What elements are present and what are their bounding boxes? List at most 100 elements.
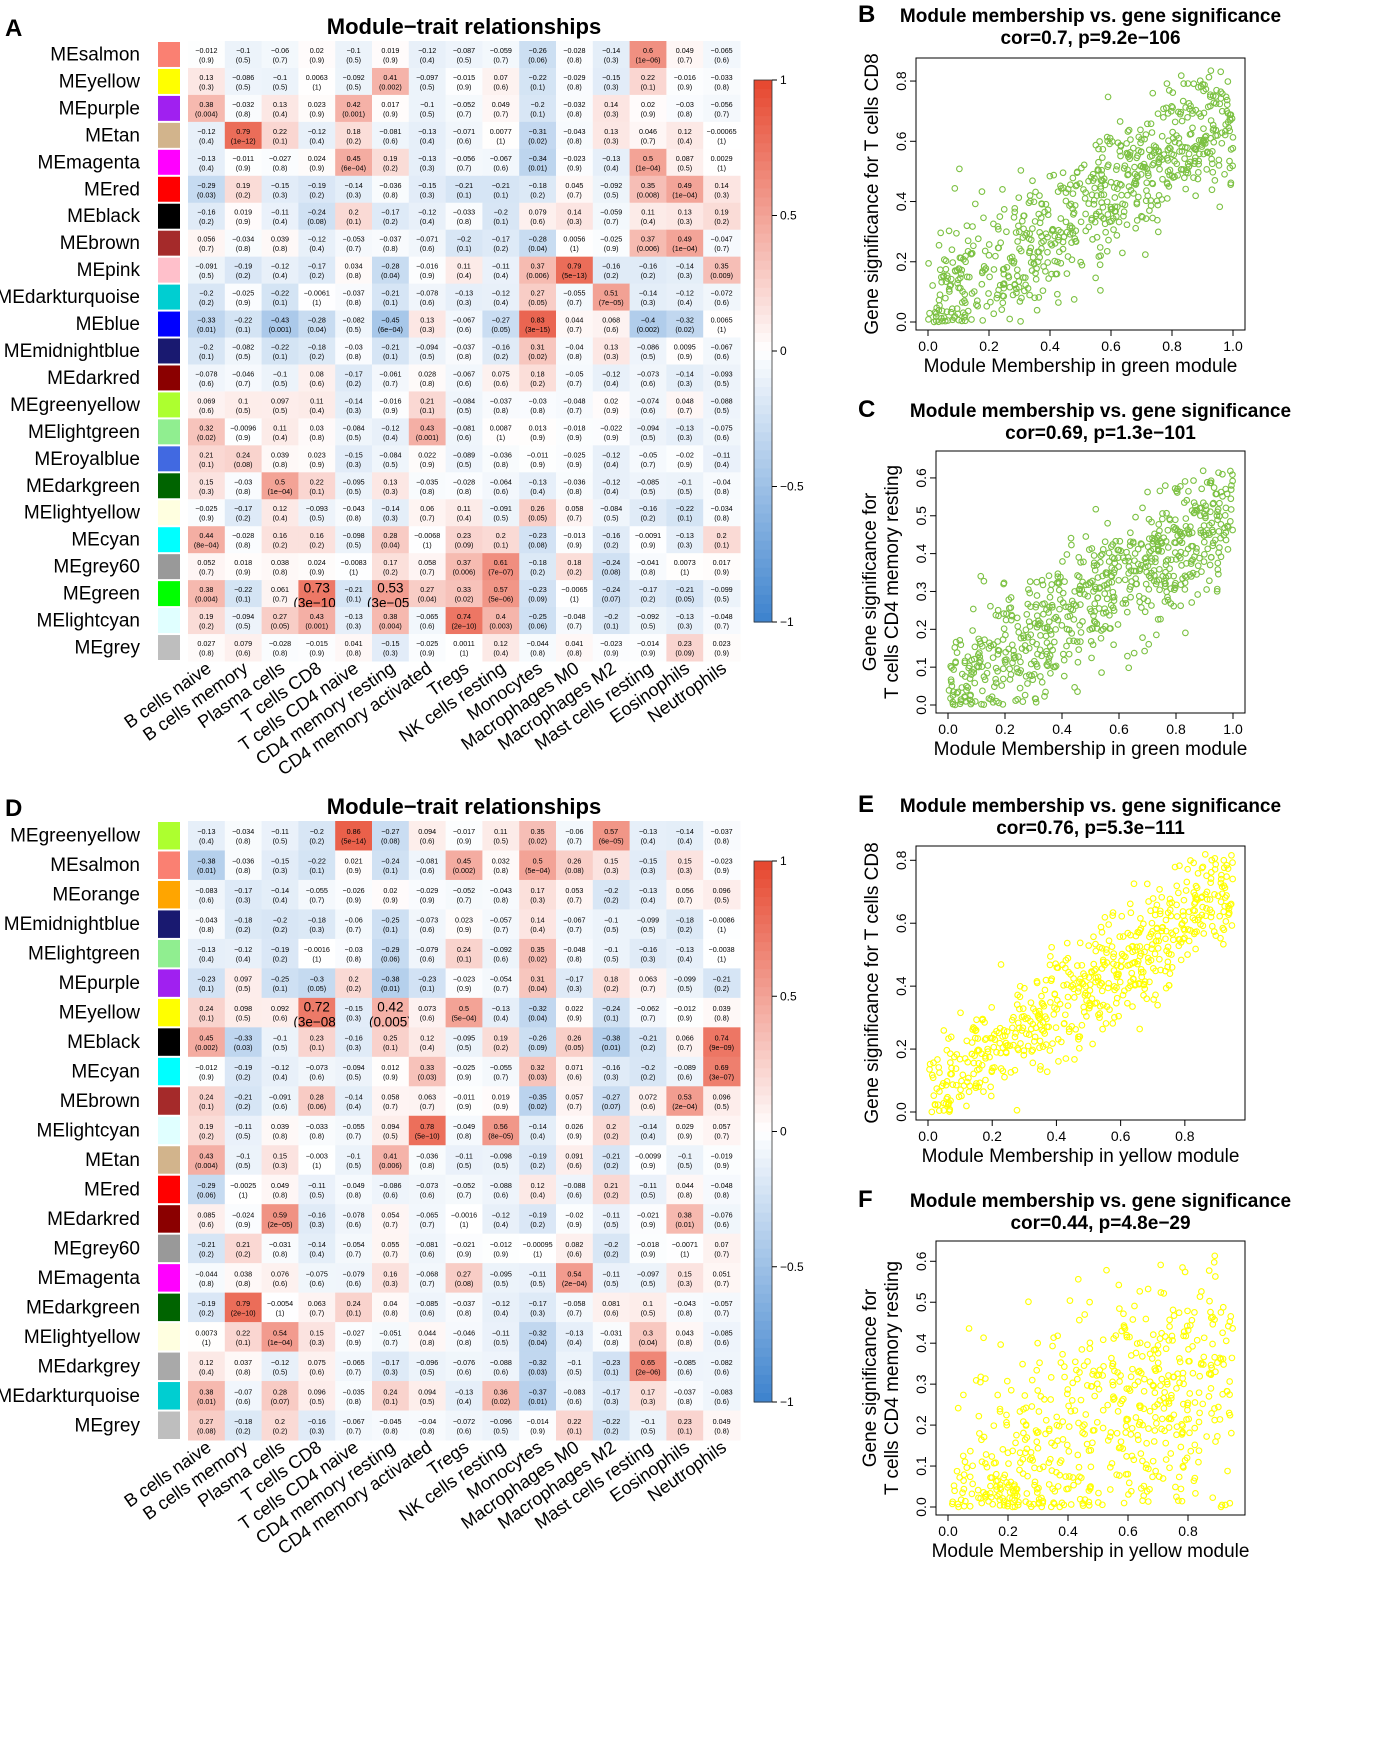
cell-pvalue: (1e−04) bbox=[268, 1338, 293, 1347]
scatter-point bbox=[978, 280, 986, 288]
scatter-point bbox=[1085, 1501, 1093, 1509]
scatter-point bbox=[941, 317, 949, 325]
heatmap-cell bbox=[445, 634, 483, 662]
cell-pvalue: (0.9) bbox=[677, 82, 692, 91]
scatter-point bbox=[1156, 955, 1163, 963]
cell-value: −0.061 bbox=[379, 369, 401, 378]
heatmap-cell bbox=[335, 337, 373, 365]
heatmap-cell bbox=[666, 1115, 704, 1146]
row-color-swatch bbox=[158, 910, 180, 938]
scatter-point bbox=[1220, 856, 1228, 864]
cell-pvalue: (0.5) bbox=[714, 595, 729, 604]
heatmap-cell bbox=[408, 364, 447, 392]
heatmap-cell bbox=[445, 938, 483, 969]
legend-color-step bbox=[754, 1284, 772, 1295]
heatmap-cell bbox=[629, 337, 667, 365]
row-label-medarkred: MEdarkred bbox=[47, 368, 140, 389]
legend-color-step bbox=[754, 549, 772, 560]
cell-value: 0.19 bbox=[236, 181, 250, 190]
heatmap-cell bbox=[592, 1027, 631, 1058]
scatter-point bbox=[996, 1405, 1004, 1413]
scatter-point bbox=[1109, 1020, 1117, 1027]
scatter-point bbox=[1017, 634, 1025, 642]
scatter-point bbox=[1053, 270, 1061, 278]
cell-pvalue: (0.9) bbox=[457, 1073, 472, 1082]
cell-pvalue: (0.001) bbox=[416, 433, 439, 442]
heatmap-cell bbox=[372, 968, 410, 999]
heatmap-cell bbox=[372, 879, 410, 910]
heatmap-cell bbox=[188, 1174, 226, 1205]
cell-value: −0.058 bbox=[563, 1299, 585, 1308]
scatter-b-svg: B Module membership vs. gene significance… bbox=[858, 1, 1281, 377]
cell-value: 0.023 bbox=[308, 100, 326, 109]
scatter-point bbox=[1170, 1411, 1178, 1419]
scatter-point bbox=[1168, 1391, 1175, 1399]
scatter-point bbox=[1120, 208, 1128, 216]
scatter-point bbox=[1211, 891, 1218, 898]
scatter-point bbox=[1075, 1044, 1083, 1052]
y-tick-label: 0.2 bbox=[913, 619, 929, 639]
scatter-point bbox=[1125, 563, 1133, 571]
cell-pvalue: (0.8) bbox=[567, 955, 582, 964]
scatter-point bbox=[1059, 245, 1067, 253]
scatter-point bbox=[1022, 672, 1030, 680]
row-color-swatch bbox=[158, 122, 180, 148]
cell-value: 0.019 bbox=[492, 1093, 510, 1102]
scatter-point bbox=[1187, 573, 1195, 580]
scatter-point bbox=[1040, 263, 1047, 270]
legend-color-step bbox=[754, 396, 772, 406]
cell-pvalue: (0.8) bbox=[199, 1279, 214, 1288]
scatter-point bbox=[969, 223, 976, 230]
scatter-point bbox=[1136, 1287, 1144, 1295]
scatter-point bbox=[1140, 981, 1148, 989]
cell-value: −0.28 bbox=[381, 262, 399, 271]
cell-pvalue: (0.1) bbox=[236, 325, 251, 334]
cell-pvalue: (0.9) bbox=[677, 460, 692, 469]
scatter-point bbox=[1070, 296, 1078, 303]
scatter-point bbox=[971, 1034, 979, 1042]
scatter-point bbox=[1039, 581, 1047, 589]
heatmap-cell bbox=[666, 879, 704, 910]
scatter-point bbox=[948, 682, 956, 690]
cell-pvalue: (0.7) bbox=[420, 1220, 435, 1229]
cell-value: 0.11 bbox=[457, 262, 470, 271]
scatter-point bbox=[946, 1059, 954, 1066]
x-tick-label: 0.8 bbox=[1175, 1128, 1195, 1144]
scatter-point bbox=[1126, 586, 1134, 593]
row-label-mesalmon: MEsalmon bbox=[50, 44, 140, 65]
cell-value: −0.055 bbox=[343, 1122, 365, 1131]
scatter-point bbox=[1139, 213, 1146, 221]
heatmap-cell bbox=[261, 418, 299, 446]
scatter-point bbox=[1025, 586, 1032, 593]
heatmap-cell bbox=[188, 283, 226, 312]
scatter-point bbox=[1056, 596, 1064, 603]
legend-color-step bbox=[754, 125, 772, 135]
scatter-point bbox=[1222, 127, 1229, 135]
heatmap-cell bbox=[629, 364, 667, 392]
heatmap-cell bbox=[482, 580, 520, 608]
scatter-point bbox=[996, 1496, 1004, 1504]
scatter-point bbox=[1192, 192, 1199, 200]
row-color-swatch bbox=[158, 998, 180, 1027]
scatter-point bbox=[1200, 538, 1208, 546]
heatmap-cell bbox=[408, 283, 447, 312]
scatter-point bbox=[1205, 529, 1213, 537]
cell-value: −0.17 bbox=[529, 1299, 547, 1308]
cell-value: −0.12 bbox=[492, 1299, 510, 1308]
heatmap-cell bbox=[703, 1381, 741, 1412]
heatmap-cell bbox=[261, 175, 299, 204]
scatter-point bbox=[1154, 201, 1162, 209]
scatter-point bbox=[1063, 642, 1070, 650]
legend-color-step bbox=[754, 233, 772, 244]
legend-color-step bbox=[754, 576, 772, 587]
cell-pvalue: (0.5) bbox=[641, 433, 656, 442]
scatter-point bbox=[1155, 547, 1162, 555]
cell-value: −0.068 bbox=[416, 1269, 438, 1278]
scatter-point bbox=[971, 679, 979, 687]
cell-value: −0.29 bbox=[381, 945, 399, 954]
cell-value: −0.25 bbox=[529, 612, 547, 621]
scatter-point bbox=[1087, 1383, 1095, 1390]
scatter-point bbox=[1162, 1399, 1169, 1406]
scatter-point bbox=[1063, 1441, 1071, 1449]
scatter-point bbox=[953, 649, 961, 656]
